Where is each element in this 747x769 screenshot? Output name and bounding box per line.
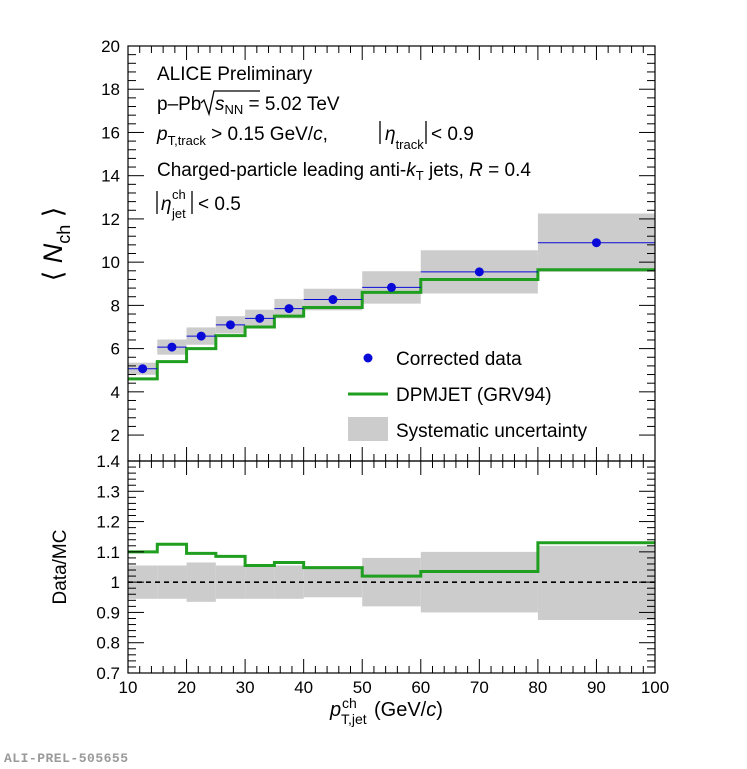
bottom-ytick-label: 0.7 [96, 664, 120, 683]
jet-eta-sup: ch [172, 187, 186, 202]
data-point-2 [196, 331, 206, 341]
legend: Corrected data DPMJET (GRV94) Systematic… [348, 349, 588, 442]
jet-definition-label: Charged-particle leading anti-kT jets, R… [157, 160, 531, 183]
top-ytick-label: 20 [101, 37, 120, 56]
preliminary-id: ALI-PREL-505655 [4, 751, 129, 766]
ratio-step-line [128, 541, 655, 578]
track-eta-cut: < 0.9 [431, 124, 474, 145]
bottom-ytick-label: 0.8 [96, 634, 120, 653]
top-ytick-label: 8 [111, 296, 120, 315]
sqrt-sign [200, 90, 260, 117]
data-point-1 [167, 342, 177, 352]
top-ytick-label: 4 [111, 383, 120, 402]
jet-eta-cut: < 0.5 [198, 194, 241, 215]
ratio-syst-band-5 [274, 565, 304, 599]
data-point-0 [138, 364, 148, 374]
collision-system-label: p–Pb [157, 94, 201, 115]
bottom-ytick-label: 1.2 [96, 513, 120, 532]
top-ytick-label: 16 [101, 123, 120, 142]
ratio-curve [128, 541, 655, 578]
top-ytick-label: 14 [101, 167, 120, 186]
top-ytick-label: 12 [101, 210, 120, 229]
top-dpmjet-curve [128, 268, 655, 381]
top-ytick-label: 18 [101, 80, 120, 99]
legend-syst-box [348, 417, 388, 441]
top-ytick-label: 2 [111, 426, 120, 445]
top-ytick-label: 10 [101, 253, 120, 272]
x-tick-label: 90 [587, 678, 606, 697]
top-ylabel: ⟨ Nch ⟩ [38, 207, 74, 282]
legend-data-marker [363, 353, 373, 363]
dpmjet-step-line [128, 268, 655, 381]
data-point-3 [225, 320, 235, 330]
bottom-frame [127, 460, 656, 674]
bottom-ytick-label: 0.9 [96, 603, 120, 622]
jet-eta-sub: jet [171, 206, 186, 221]
data-point-5 [284, 304, 294, 314]
x-axis-title-unit: (GeV/c) [374, 699, 443, 721]
x-tick-label: 70 [470, 678, 489, 697]
bottom-ytick-label: 1.4 [96, 452, 120, 471]
data-point-6 [328, 295, 338, 305]
x-tick-label: 50 [353, 678, 372, 697]
ratio-syst-band-6 [303, 567, 363, 598]
data-point-9 [591, 238, 601, 248]
x-axis-title-sub: T,jet [341, 711, 367, 727]
x-tick-label: 60 [411, 678, 430, 697]
data-point-8 [474, 267, 484, 277]
bottom-ytick-label: 1.1 [96, 543, 120, 562]
x-tick-label: 30 [236, 678, 255, 697]
top-ytick-label: 6 [111, 340, 120, 359]
track-eta-label: ηtrack [385, 124, 424, 152]
legend-syst-label: Systematic uncertainty [396, 421, 588, 442]
ratio-syst-band-1 [157, 565, 187, 599]
x-tick-label: 10 [119, 678, 138, 697]
bottom-ylabel: Data/MC [50, 530, 71, 605]
x-axis-title-sym: p [329, 699, 341, 721]
x-tick-label: 100 [641, 678, 669, 697]
data-point-4 [255, 313, 265, 323]
legend-model-label: DPMJET (GRV94) [396, 385, 552, 406]
x-tick-label: 20 [177, 678, 196, 697]
track-cut-label: pT,track > 0.15 GeV/c, [156, 124, 328, 148]
legend-data-label: Corrected data [396, 349, 522, 370]
x-tick-label: 40 [294, 678, 313, 697]
energy-label: sNN = 5.02 TeV [215, 94, 340, 117]
bottom-ytick-label: 1.3 [96, 482, 120, 501]
top-data-points [128, 238, 655, 374]
top-systematic-bands [128, 213, 655, 375]
jet-eta-symbol: η [161, 194, 172, 215]
collaboration-label: ALICE Preliminary [157, 64, 313, 85]
annotation-block: ALICE Preliminary p–Pb sNN = 5.02 TeV pT… [156, 64, 531, 221]
data-point-7 [387, 282, 396, 292]
bottom-ytick-label: 1 [111, 573, 120, 592]
x-axis-title-sup: ch [342, 695, 357, 711]
x-tick-label: 80 [528, 678, 547, 697]
axis-ticks: 2 4 6 8 10 12 14 16 18 20 0.7 0.8 0.9 1 1.1 1.2 1.3 1.4 10… [96, 37, 669, 697]
